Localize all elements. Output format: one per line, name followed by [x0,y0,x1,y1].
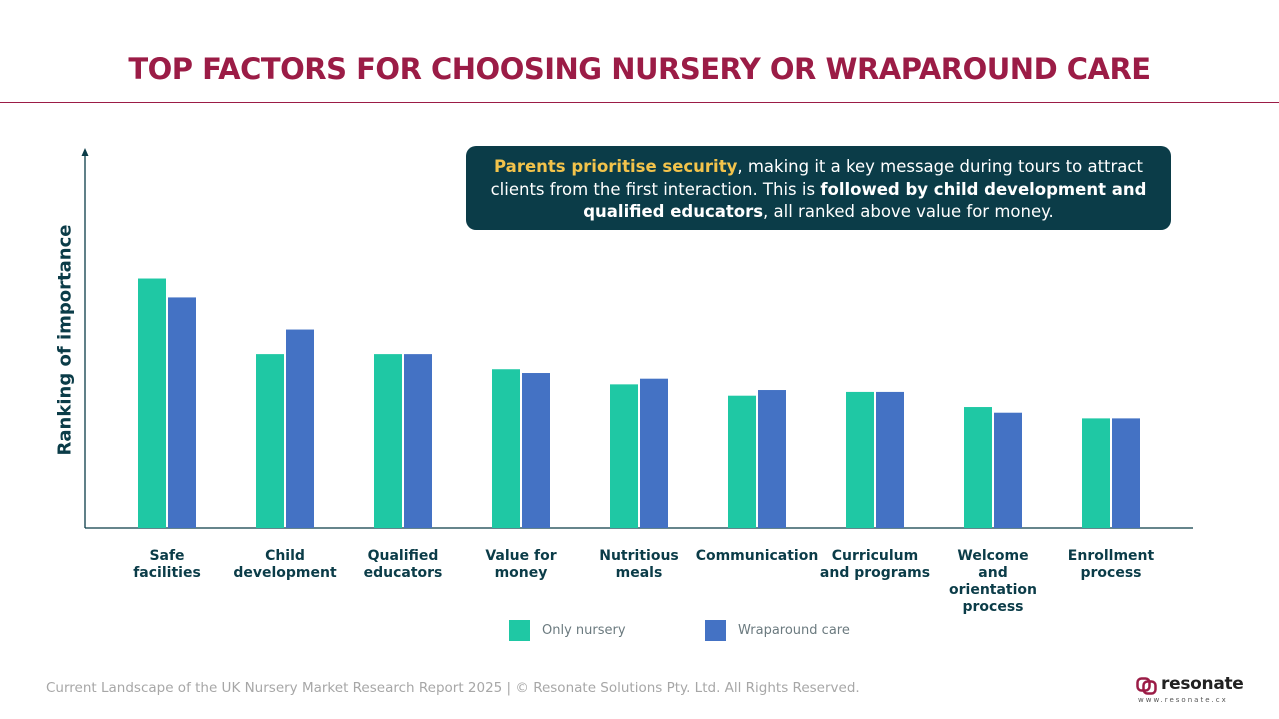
category-label-6: Curriculum and programs [805,548,945,582]
category-label-line: Safe [149,548,185,564]
y-axis-arrow [81,148,89,156]
bar-only-nursery-7 [964,407,992,528]
bar-wraparound-1 [286,329,314,528]
bar-only-nursery-4 [610,384,638,528]
y-axis-label: Ranking of importance [54,224,76,456]
legend-item-wraparound: Wraparound care [705,619,850,641]
category-label-line: process [962,599,1024,615]
callout-highlight: Parents prioritise security [494,157,738,176]
bar-wraparound-0 [168,297,196,528]
bar-only-nursery-2 [374,354,402,528]
title-divider [0,102,1279,103]
legend-label-wraparound: Wraparound care [738,622,850,638]
callout-bold: followed by child development and qualif… [583,179,1147,222]
category-label-3: Value for money [451,548,591,582]
callout-text-1: , making it a key message during tours t… [490,157,1143,199]
bar-only-nursery-1 [256,354,284,528]
category-label-line: Child [265,548,305,564]
category-label-line: Value for [485,548,557,564]
category-label-line: Enrollment [1067,548,1155,564]
page-title: TOP FACTORS FOR CHOOSING NURSERY OR WRAP… [128,52,1151,86]
category-label-5: Communication [687,548,827,565]
bar-wraparound-3 [522,373,550,528]
insight-callout: Parents prioritise security, making it a… [466,146,1171,230]
bar-only-nursery-6 [846,391,874,528]
bar-wraparound-5 [758,390,786,528]
category-label-line: Communication [695,548,819,564]
category-label-line: meals [615,565,663,581]
legend-item-only-nursery: Only nursery [509,619,626,641]
category-label-line: development [233,565,337,581]
bar-only-nursery-8 [1082,418,1110,528]
bar-wraparound-4 [640,378,668,528]
category-label-line: Curriculum [831,548,919,564]
category-label-line: Welcome [957,548,1029,564]
category-label-line: facilities [133,565,201,581]
bar-only-nursery-3 [492,369,520,528]
category-label-2: Qualified educators [333,548,473,582]
bar-wraparound-6 [876,391,904,528]
category-label-0: Safe facilities [97,548,237,582]
bar-only-nursery-5 [728,395,756,528]
legend-swatch-only-nursery [509,619,530,641]
bar-only-nursery-0 [138,278,166,528]
resonate-logo-icon [1136,677,1157,695]
category-label-4: Nutritious meals [569,548,709,582]
category-label-line: Nutritious [599,548,679,564]
category-label-line: educators [363,565,443,581]
logo-wordmark: resonate [1161,674,1244,694]
bar-wraparound-7 [994,412,1022,528]
category-label-line: and [978,565,1008,581]
category-label-line: orientation [949,582,1037,598]
resonate-logo: resonate www.resonate.cx [1136,674,1246,706]
logo-url: www.resonate.cx [1138,696,1228,704]
category-label-line: process [1080,565,1142,581]
bar-wraparound-8 [1112,418,1140,528]
legend-swatch-wraparound [705,619,726,641]
category-label-1: Child development [215,548,355,582]
category-label-line: Qualified [367,548,439,564]
footer-copyright: Current Landscape of the UK Nursery Mark… [46,680,860,696]
category-label-7: Welcome and orientation process [923,548,1063,616]
category-label-line: and programs [819,565,931,581]
bar-wraparound-2 [404,354,432,528]
callout-text-2: , all ranked above value for money. [763,202,1054,221]
category-label-8: Enrollment process [1041,548,1181,582]
legend-label-only-nursery: Only nursery [542,622,626,638]
category-label-line: money [494,565,548,581]
